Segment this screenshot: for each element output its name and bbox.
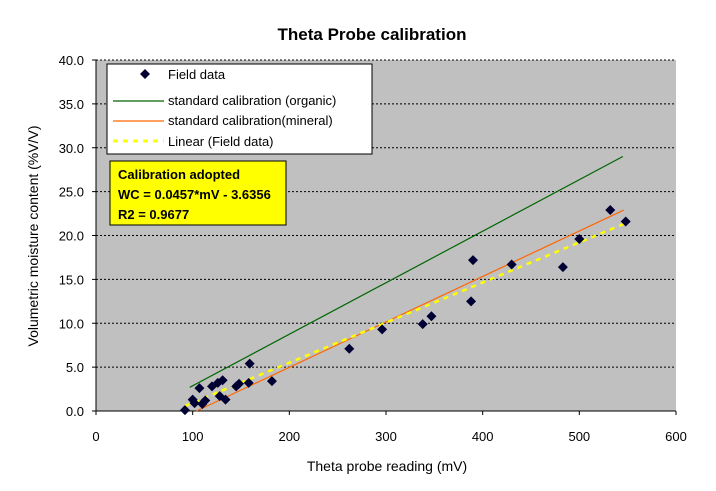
data-point-19 [426, 311, 437, 322]
x-tick-label-4: 400 [472, 429, 494, 444]
legend-diamond-marker [140, 69, 150, 79]
annotation-line-1: Calibration adopted [118, 167, 240, 182]
data-point-12 [234, 378, 245, 389]
legend-label-organic: standard calibration (organic) [168, 93, 336, 108]
legend-item-linear: Linear (Field data) [113, 134, 274, 149]
data-point-21 [468, 255, 478, 266]
data-point-14 [244, 358, 255, 369]
annotation-line-2: WC = 0.0457*mV - 3.6356 [118, 187, 271, 202]
data-point-2 [189, 398, 200, 409]
x-tick-label-5: 500 [568, 429, 590, 444]
y-tick-label-1: 5.0 [66, 360, 84, 375]
y-tick-label-5: 25.0 [59, 185, 84, 200]
tick-labels: 0 100 200 300 400 500 600 0.0 5.0 10.0 15.0 20.0 25.… [59, 53, 687, 444]
y-tick-label-3: 15.0 [59, 272, 84, 287]
data-point-18 [417, 319, 428, 330]
data-point-16 [344, 343, 355, 354]
data-point-25 [605, 205, 616, 216]
y-tick-label-7: 35.0 [59, 97, 84, 112]
calibration-annotation: Calibration adopted WC = 0.0457*mV - 3.6… [109, 160, 287, 226]
x-tick-label-6: 600 [665, 429, 687, 444]
y-axis-label: Volumetric moisture content (%V/V) [25, 126, 41, 347]
legend-label-linear: Linear (Field data) [168, 134, 274, 149]
data-point-5 [200, 395, 211, 406]
legend-label-mineral: standard calibration(mineral) [168, 113, 333, 128]
data-point-0 [179, 405, 190, 416]
legend-item-organic: standard calibration (organic) [113, 93, 336, 108]
legend-item-mineral: standard calibration(mineral) [113, 113, 333, 128]
data-point-13 [243, 377, 254, 388]
series-line-standard-calibration-mineral [196, 209, 625, 412]
legend-box [106, 63, 373, 155]
axes [92, 59, 677, 415]
chart-title: Theta Probe calibration [278, 25, 467, 44]
legend-item-field-data: Field data [140, 67, 226, 82]
series-line-standard-calibration-organic [189, 155, 624, 388]
data-point-23 [557, 262, 568, 273]
data-point-9 [217, 375, 228, 386]
data-point-3 [194, 383, 205, 394]
data-point-15 [266, 376, 277, 387]
x-tick-label-0: 0 [92, 429, 99, 444]
y-tick-label-4: 20.0 [59, 229, 84, 244]
legend: Field data standard calibration (organic… [106, 63, 373, 155]
y-tick-label-8: 40.0 [59, 53, 84, 68]
data-point-20 [466, 296, 477, 307]
legend-label-field-data: Field data [168, 67, 226, 82]
data-point-10 [220, 394, 231, 405]
data-point-22 [506, 259, 517, 270]
y-tick-label-6: 30.0 [59, 141, 84, 156]
field-data-points [179, 205, 631, 416]
data-point-24 [574, 234, 585, 245]
x-axis-label: Theta probe reading (mV) [307, 458, 467, 474]
y-tick-label-0: 0.0 [66, 404, 84, 419]
data-point-26 [620, 216, 631, 227]
x-tick-label-2: 200 [278, 429, 300, 444]
x-tick-label-1: 100 [182, 429, 204, 444]
data-point-17 [377, 324, 388, 335]
annotation-line-3: R2 = 0.9677 [118, 207, 189, 222]
series-lines [184, 155, 627, 412]
y-tick-label-2: 10.0 [59, 316, 84, 331]
x-tick-label-3: 300 [375, 429, 397, 444]
annotation-box [109, 160, 287, 226]
